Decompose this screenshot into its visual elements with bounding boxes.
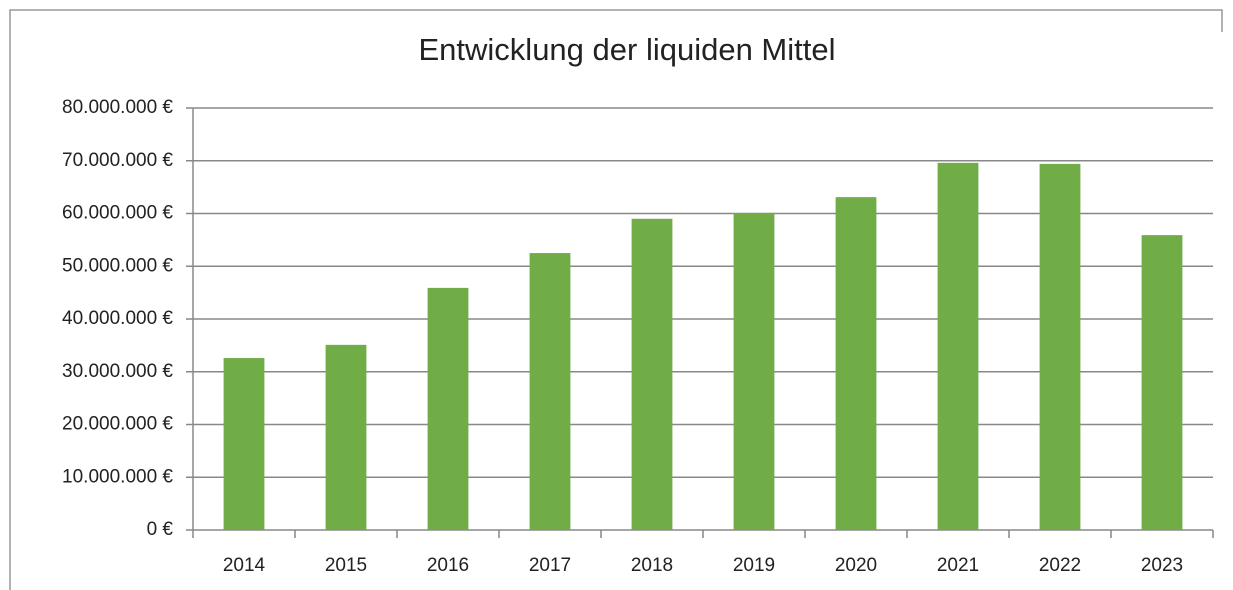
x-tick-label: 2021 <box>937 555 979 576</box>
x-tick-label: 2016 <box>427 555 469 576</box>
bar <box>529 253 571 530</box>
x-tick-label: 2022 <box>1039 555 1081 576</box>
bar <box>631 218 673 530</box>
x-tick-label: 2014 <box>223 555 266 576</box>
bar <box>223 358 265 530</box>
bar <box>1039 163 1081 531</box>
chart-border <box>9 9 1223 590</box>
x-tick-label: 2023 <box>1141 555 1183 576</box>
x-tick-label: 2020 <box>835 555 877 576</box>
x-tick-label: 2018 <box>631 555 673 576</box>
y-tick-label: 60.000.000 € <box>62 203 173 224</box>
y-tick-label: 20.000.000 € <box>62 414 173 435</box>
y-tick-label: 70.000.000 € <box>62 150 173 171</box>
y-tick-label: 50.000.000 € <box>62 255 173 276</box>
bar <box>427 287 469 530</box>
y-tick-label: 40.000.000 € <box>62 308 173 329</box>
y-tick-label: 80.000.000 € <box>62 97 173 118</box>
bar <box>937 162 979 531</box>
x-tick-label: 2015 <box>325 555 367 576</box>
bar <box>325 344 367 530</box>
bar <box>733 212 775 530</box>
y-tick-label: 0 € <box>147 519 174 540</box>
bar <box>1141 235 1183 530</box>
y-tick-label: 30.000.000 € <box>62 361 173 382</box>
bar <box>835 197 877 530</box>
x-tick-label: 2019 <box>733 555 775 576</box>
y-tick-label: 10.000.000 € <box>62 466 173 487</box>
x-tick-label: 2017 <box>529 555 571 576</box>
chart-title: Entwicklung der liquiden Mittel <box>419 32 836 67</box>
